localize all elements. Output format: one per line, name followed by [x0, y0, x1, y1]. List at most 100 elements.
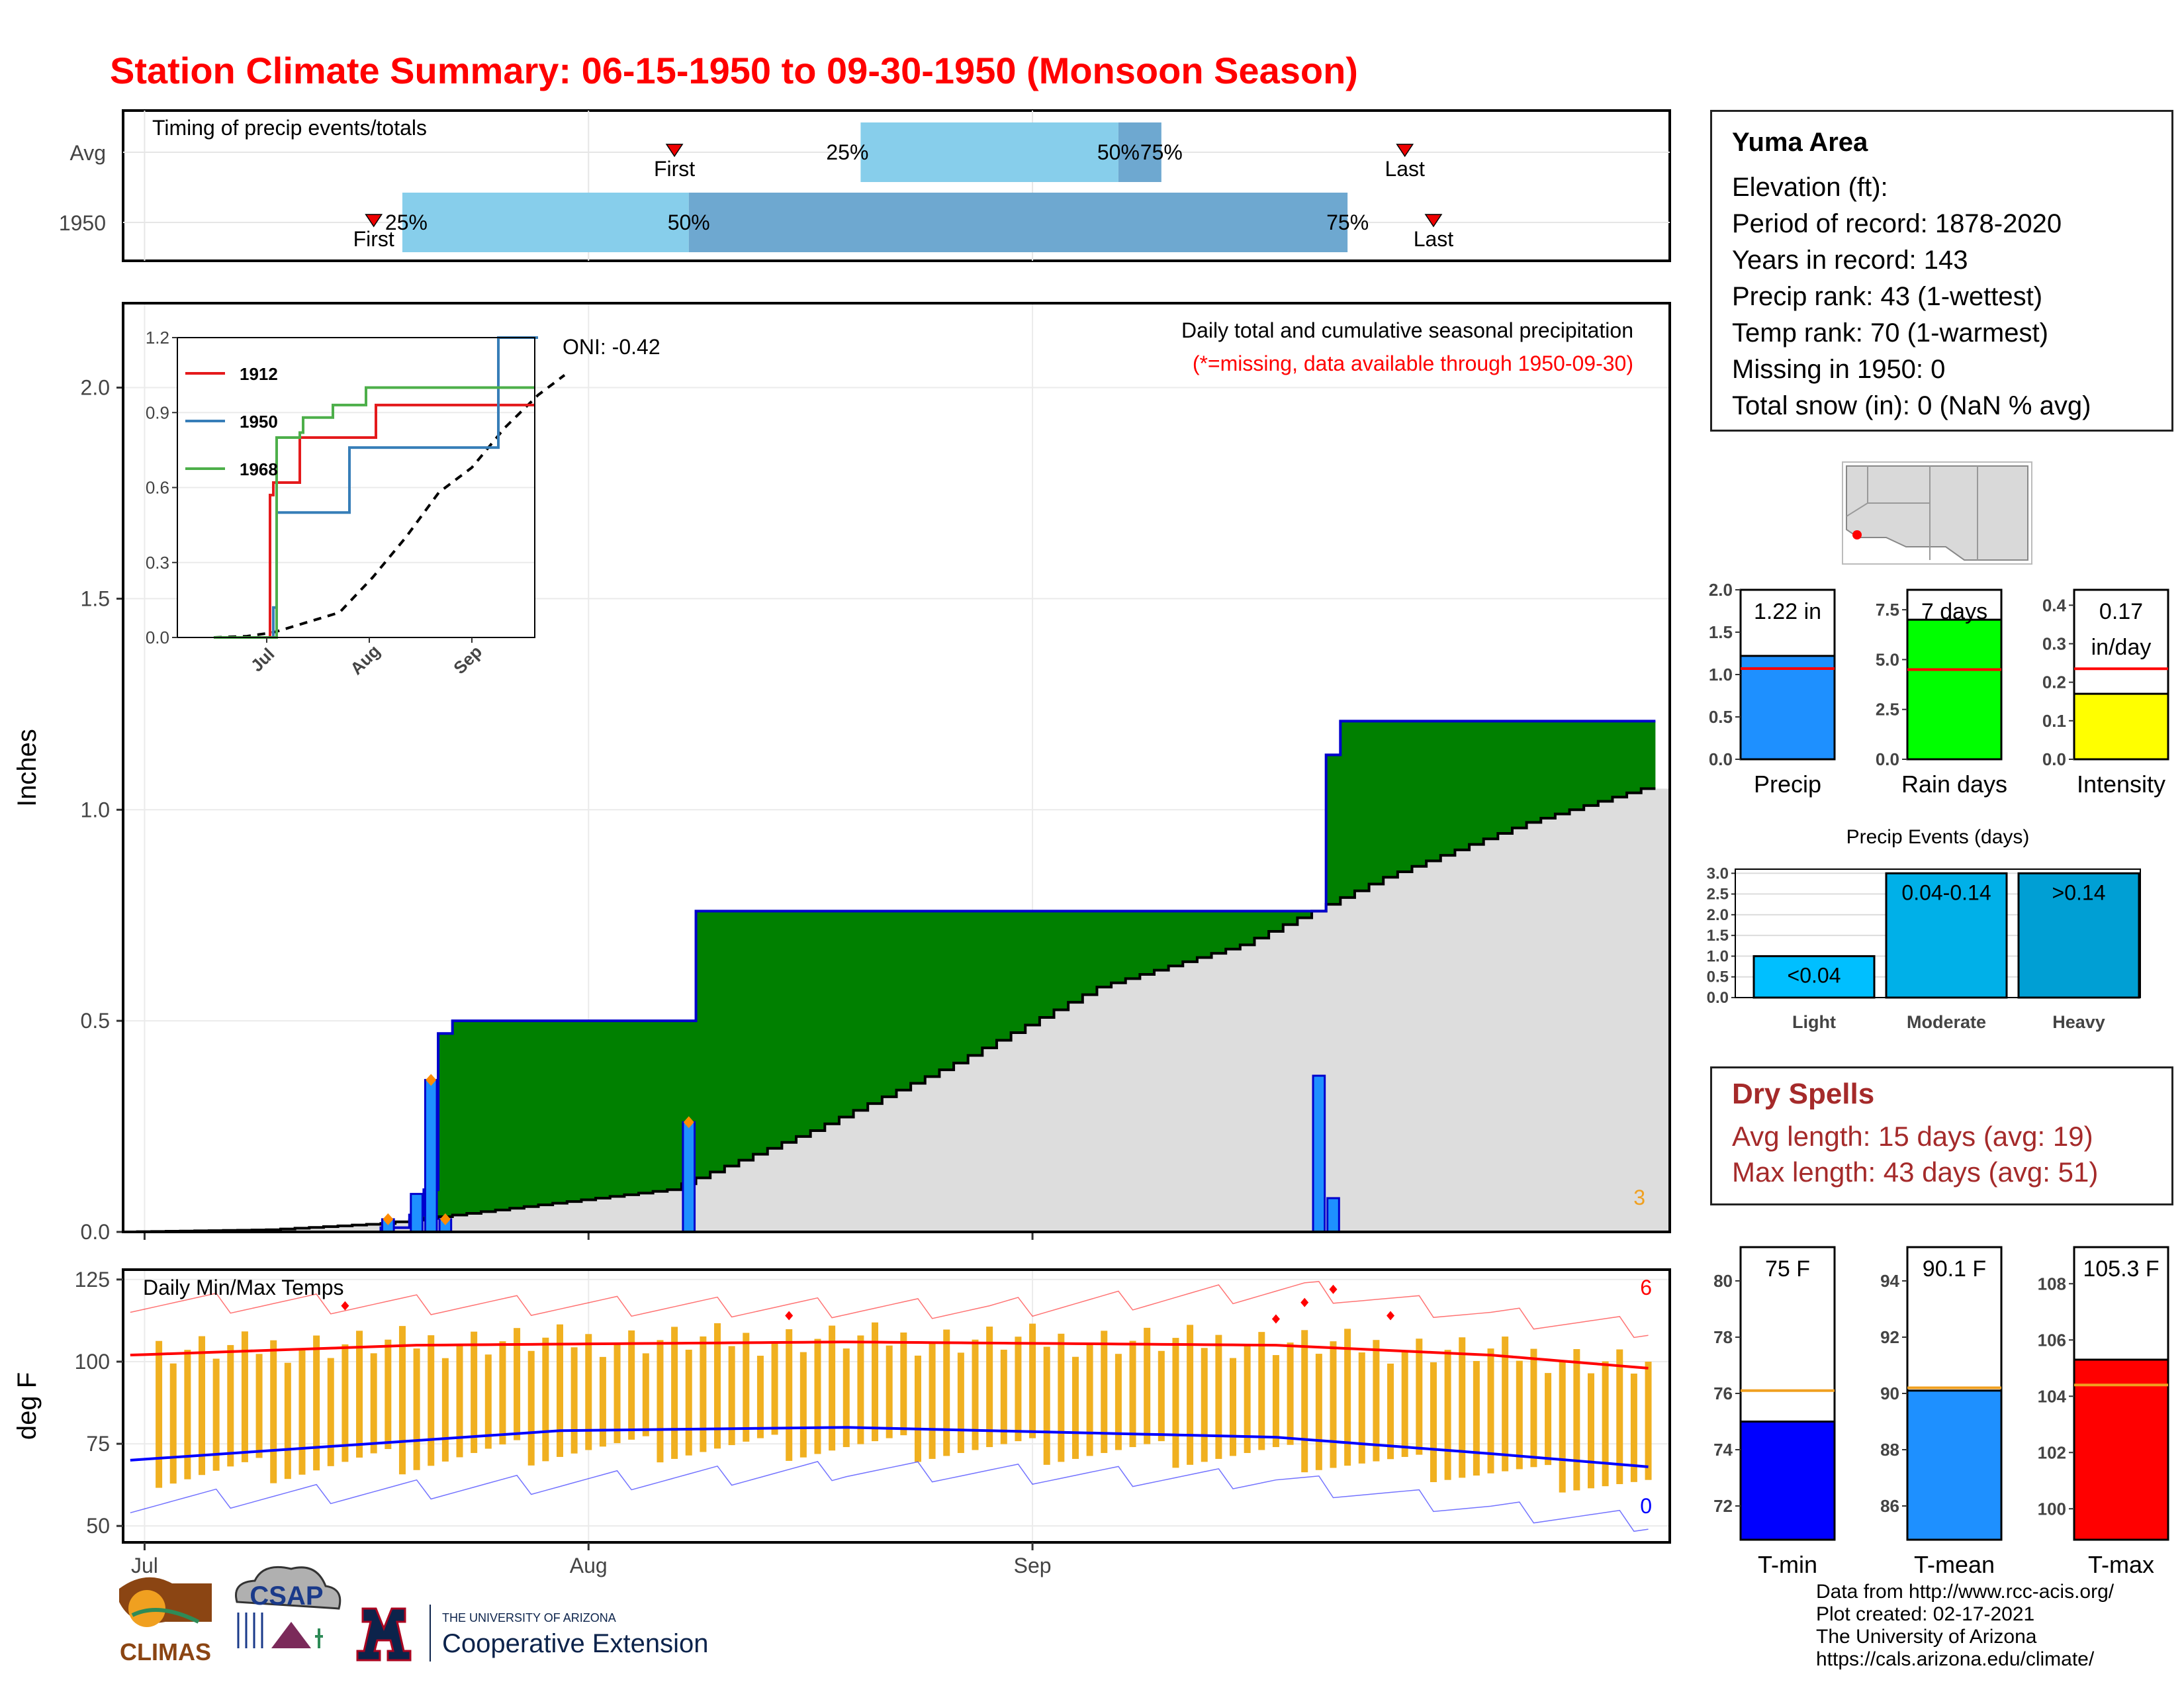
daily-temp-range-bar — [1444, 1350, 1451, 1480]
temp-summary-ytick-label: 72 — [1713, 1496, 1733, 1516]
daily-temp-range-bar — [527, 1350, 535, 1466]
precip-event-category-label: Moderate — [1907, 1012, 1986, 1032]
daily-temp-range-bar — [255, 1354, 263, 1458]
daily-temp-range-bar — [842, 1348, 850, 1448]
temp-line-avg-min — [130, 1426, 1649, 1468]
daily-temp-range-bar — [786, 1329, 793, 1461]
daily-temp-range-bar — [1272, 1355, 1279, 1448]
daily-temp-range-bar — [914, 1355, 921, 1462]
quartile-range-lower — [402, 193, 689, 252]
oni-value: ONI: -0.42 — [563, 335, 660, 359]
daily-temp-range-bar — [599, 1356, 606, 1447]
daily-temp-range-bar — [1172, 1338, 1179, 1468]
quartile-75-label: 75% — [1140, 140, 1183, 164]
quartile-range-upper — [688, 193, 1348, 252]
station-snow: Total snow (in): 0 (NaN % avg) — [1732, 391, 2091, 420]
daily-temp-range-bar — [986, 1327, 993, 1448]
daily-temp-range-bar — [585, 1334, 592, 1450]
temp-summary-ytick-label: 90 — [1880, 1383, 1899, 1403]
daily-temp-range-bar — [829, 1325, 836, 1451]
temp-summary-ytick-label: 86 — [1880, 1496, 1899, 1516]
summary-ytick-label: 0.0 — [1876, 749, 1899, 769]
summary-ytick-label: 7.5 — [1876, 600, 1899, 620]
daily-temp-range-bar — [1144, 1327, 1151, 1444]
daily-temp-range-bar — [886, 1345, 893, 1438]
quartile-50-label: 50% — [668, 211, 710, 234]
station-elevation: Elevation (ft): — [1732, 173, 1888, 202]
station-missing: Missing in 1950: 0 — [1732, 355, 1946, 384]
quartile-range-lower — [860, 122, 1118, 182]
inset-series-line-1912 — [214, 403, 535, 639]
temp-y-label: deg F — [13, 1372, 42, 1440]
summary-ytick-label: 0.4 — [2042, 595, 2067, 615]
inset-legend-label: 1950 — [240, 412, 278, 432]
summary-ytick-label: 0.5 — [1709, 707, 1733, 727]
summary-ytick-label: 2.5 — [1876, 700, 1899, 720]
record-high-marker — [785, 1311, 794, 1321]
record-high-marker — [1387, 1311, 1395, 1321]
timing-row-1950: 1950 — [59, 211, 106, 235]
summary-ytick-label: 0.0 — [1709, 749, 1733, 769]
first-event-marker — [365, 214, 383, 228]
summary-ytick-label: 0.2 — [2042, 673, 2066, 692]
daily-temp-range-bar — [1401, 1351, 1408, 1457]
daily-temp-range-bar — [614, 1343, 621, 1444]
temp-summary-ytick-label: 74 — [1713, 1440, 1733, 1460]
daily-temp-range-bar — [241, 1331, 248, 1462]
precip-ytick-label: 2.0 — [81, 376, 110, 400]
daily-temp-range-bar — [1473, 1360, 1480, 1476]
daily-temp-range-bar — [1545, 1373, 1552, 1466]
climas-logo: CLIMAS — [119, 1577, 212, 1665]
events-ytick-label: 1.0 — [1707, 947, 1729, 965]
credit-line: The University of Arizona — [1816, 1626, 2037, 1648]
temp-line-avg-max — [130, 1340, 1649, 1370]
station-info-panel: Yuma Area Elevation (ft): Period of reco… — [1710, 110, 2173, 432]
temp-summary-value-text: 75 F — [1765, 1256, 1810, 1282]
temp-xtick-label: Sep — [1014, 1554, 1052, 1577]
station-name: Yuma Area — [1732, 128, 1868, 157]
daily-precip-marker — [683, 1116, 694, 1129]
station-years: Years in record: 143 — [1732, 246, 1968, 275]
precip-event-bin-label: <0.04 — [1788, 963, 1841, 987]
temp-summary-ytick-label: 106 — [2038, 1330, 2066, 1350]
daily-precip-marker — [426, 1074, 437, 1086]
last-event-marker — [1396, 144, 1414, 158]
daily-temp-range-bar — [1559, 1361, 1566, 1493]
temp-summary-ytick-label: 88 — [1880, 1440, 1899, 1460]
daily-temp-range-bar — [1530, 1348, 1537, 1468]
daily-temp-range-bar — [1358, 1352, 1365, 1464]
daily-temp-range-bar — [957, 1352, 964, 1453]
daily-temp-range-bar — [1000, 1349, 1007, 1444]
csap-logo: CSAP — [235, 1566, 341, 1648]
daily-temp-range-bar — [441, 1358, 449, 1462]
temp-summary-value-text: 105.3 F — [2083, 1256, 2159, 1282]
daily-temp-range-bar — [1015, 1336, 1022, 1442]
daily-temp-range-bar — [929, 1342, 936, 1459]
daily-temp-range-bar — [1416, 1338, 1423, 1455]
inset-legend-label: 1968 — [240, 459, 278, 479]
daily-precip-bar — [424, 1078, 438, 1233]
daily-temp-range-bar — [642, 1353, 649, 1436]
station-precip-rank: Precip rank: 43 (1-wettest) — [1732, 282, 2043, 311]
daily-temp-range-bar — [356, 1331, 363, 1458]
precip-event-bin-label: 0.04-0.14 — [1901, 880, 1991, 904]
summary-bar-value-line: in/day — [2091, 635, 2152, 660]
inset-ytick-label: 0.0 — [146, 628, 169, 647]
cumulative-above-avg-area — [123, 721, 1656, 1232]
daily-temp-range-bar — [1616, 1349, 1623, 1485]
daily-temp-range-bar — [1215, 1335, 1222, 1459]
ua-logo: THE UNIVERSITY OF ARIZONA Cooperative Ex… — [356, 1605, 708, 1662]
climas-logo-text: CLIMAS — [120, 1638, 211, 1665]
temp-summary-ytick-label: 102 — [2038, 1442, 2066, 1462]
dry-spells-title: Dry Spells — [1732, 1078, 1875, 1110]
temp-ytick-label: 75 — [86, 1432, 110, 1456]
precip-y-label: Inches — [13, 729, 42, 807]
daily-temp-range-bar — [1029, 1323, 1036, 1438]
temp-line-record-max — [130, 1281, 1649, 1338]
daily-temp-range-bar — [456, 1344, 463, 1458]
dry-spells-avg: Avg length: 15 days (avg: 19) — [1732, 1121, 2093, 1152]
record-high-marker — [341, 1301, 349, 1311]
daily-temp-range-bar — [1602, 1361, 1609, 1487]
